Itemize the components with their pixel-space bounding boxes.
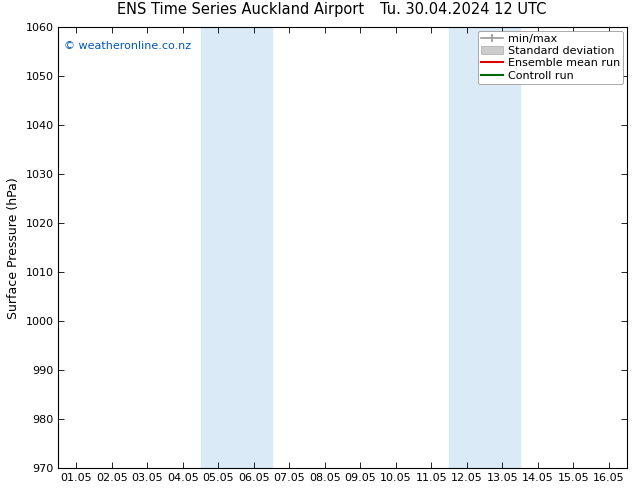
- Text: Tu. 30.04.2024 12 UTC: Tu. 30.04.2024 12 UTC: [380, 2, 546, 18]
- Bar: [449, 27, 520, 468]
- Text: ENS Time Series Auckland Airport: ENS Time Series Auckland Airport: [117, 2, 365, 18]
- Bar: [200, 27, 271, 468]
- Legend: min/max, Standard deviation, Ensemble mean run, Controll run: min/max, Standard deviation, Ensemble me…: [477, 30, 623, 84]
- Text: © weatheronline.co.nz: © weatheronline.co.nz: [64, 41, 191, 50]
- Y-axis label: Surface Pressure (hPa): Surface Pressure (hPa): [7, 177, 20, 318]
